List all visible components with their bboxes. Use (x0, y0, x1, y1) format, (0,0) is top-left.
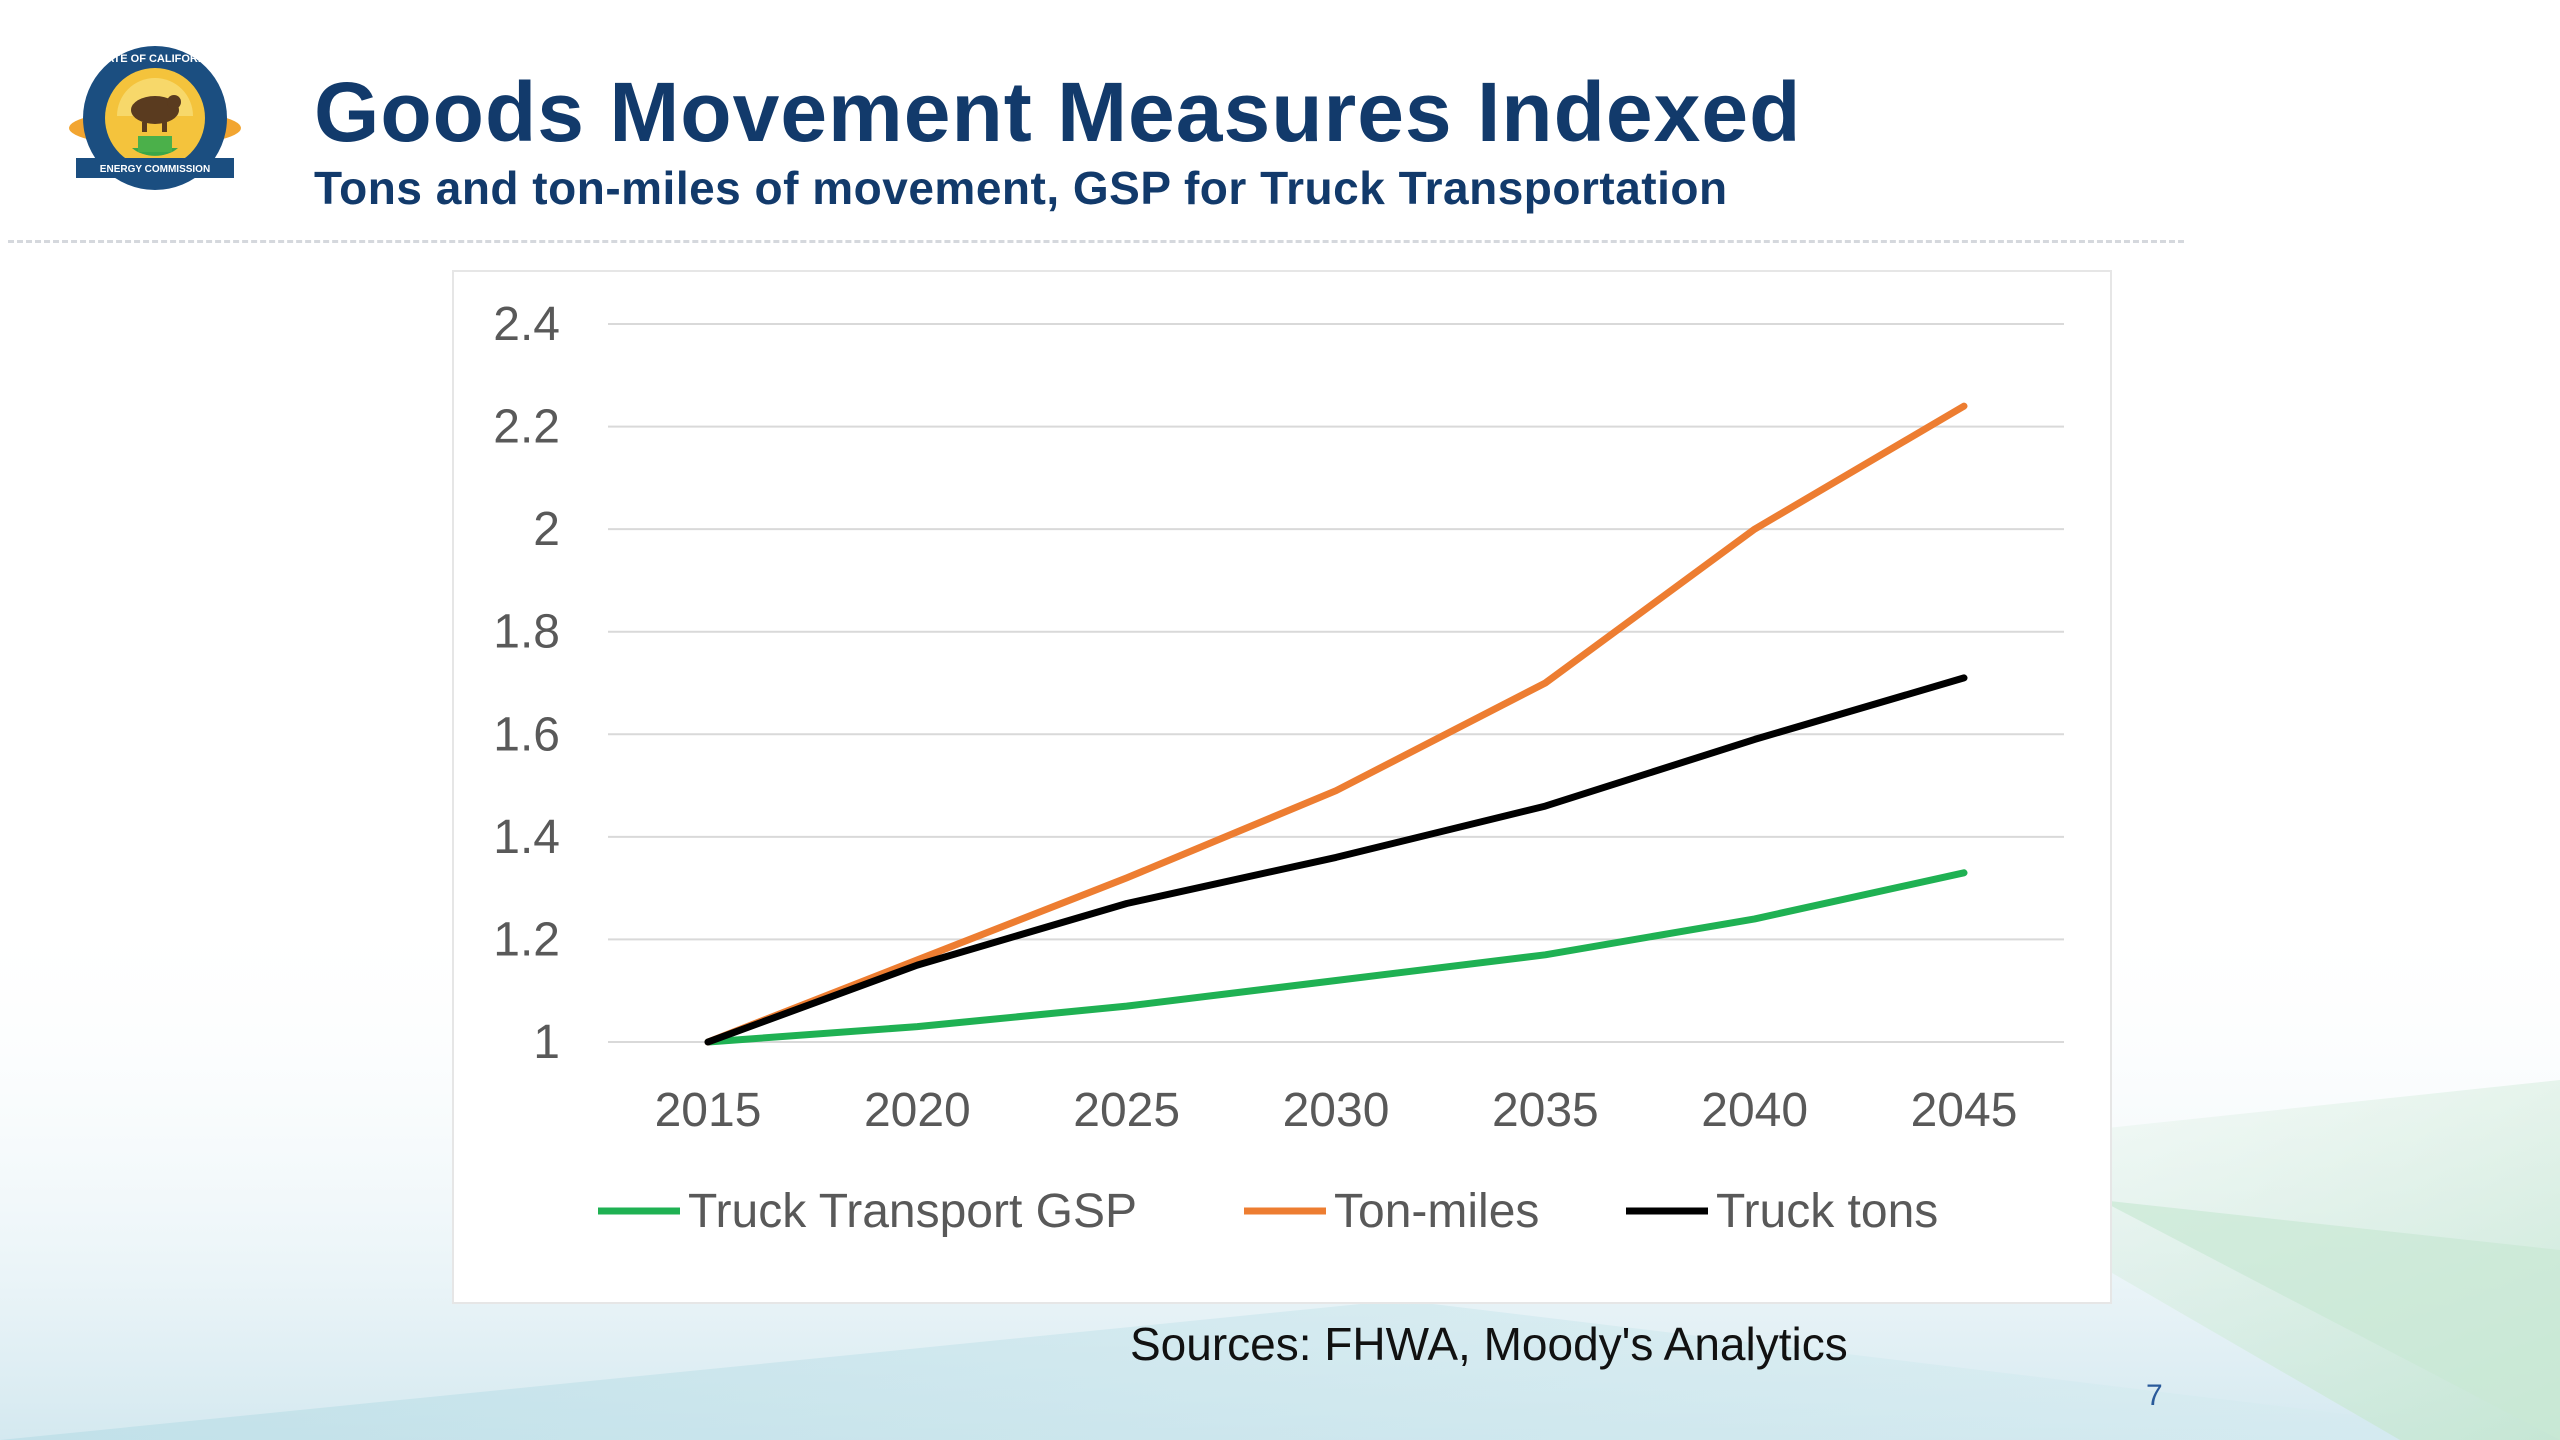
x-tick-label: 2040 (1701, 1084, 1808, 1137)
legend-label-truck-tons: Truck tons (1716, 1185, 1938, 1238)
y-tick-label: 1 (533, 1016, 560, 1069)
header-divider (8, 240, 2184, 243)
line-chart: 1 1.2 1.4 1.6 1.8 2 2.2 2.4 2015 2020 2025 2030 2035… (493, 298, 2064, 1238)
series-line-truck-transport-gsp (704, 869, 1968, 1046)
y-tick-label: 1.2 (493, 913, 560, 966)
x-tick-label: 2035 (1492, 1084, 1599, 1137)
legend-label-ton-miles: Ton-miles (1334, 1185, 1539, 1238)
slide-subtitle: Tons and ton-miles of movement, GSP for … (314, 162, 1728, 214)
energy-commission-logo: ENERGY COMMISSION STATE OF CALIFORNIA (62, 40, 248, 206)
logo-bottom-text: ENERGY COMMISSION (100, 164, 210, 175)
chart-container: 1 1.2 1.4 1.6 1.8 2 2.2 2.4 2015 2020 2025 2030 2035… (452, 270, 2112, 1304)
y-tick-label: 2.2 (493, 401, 560, 454)
y-tick-label: 1.6 (493, 708, 560, 761)
y-tick-label: 1.4 (493, 811, 560, 864)
series-line-truck-tons (704, 674, 1968, 1046)
x-tick-label: 2045 (1911, 1084, 2018, 1137)
slide-title: Goods Movement Measures Indexed (314, 65, 1802, 159)
page-number: 7 (2146, 1379, 2163, 1412)
x-tick-label: 2025 (1073, 1084, 1180, 1137)
x-tick-label: 2020 (864, 1084, 971, 1137)
sources-note: Sources: FHWA, Moody's Analytics (1130, 1318, 1848, 1370)
logo-top-text: STATE OF CALIFORNIA (93, 53, 217, 65)
legend-label-truck-transport-gsp: Truck Transport GSP (688, 1185, 1137, 1238)
y-tick-label: 2 (533, 503, 560, 556)
y-tick-label: 2.4 (493, 298, 560, 351)
x-tick-label: 2030 (1283, 1084, 1390, 1137)
series-line-ton-miles (704, 402, 1968, 1046)
y-tick-label: 1.8 (493, 606, 560, 659)
x-tick-label: 2015 (655, 1084, 762, 1137)
